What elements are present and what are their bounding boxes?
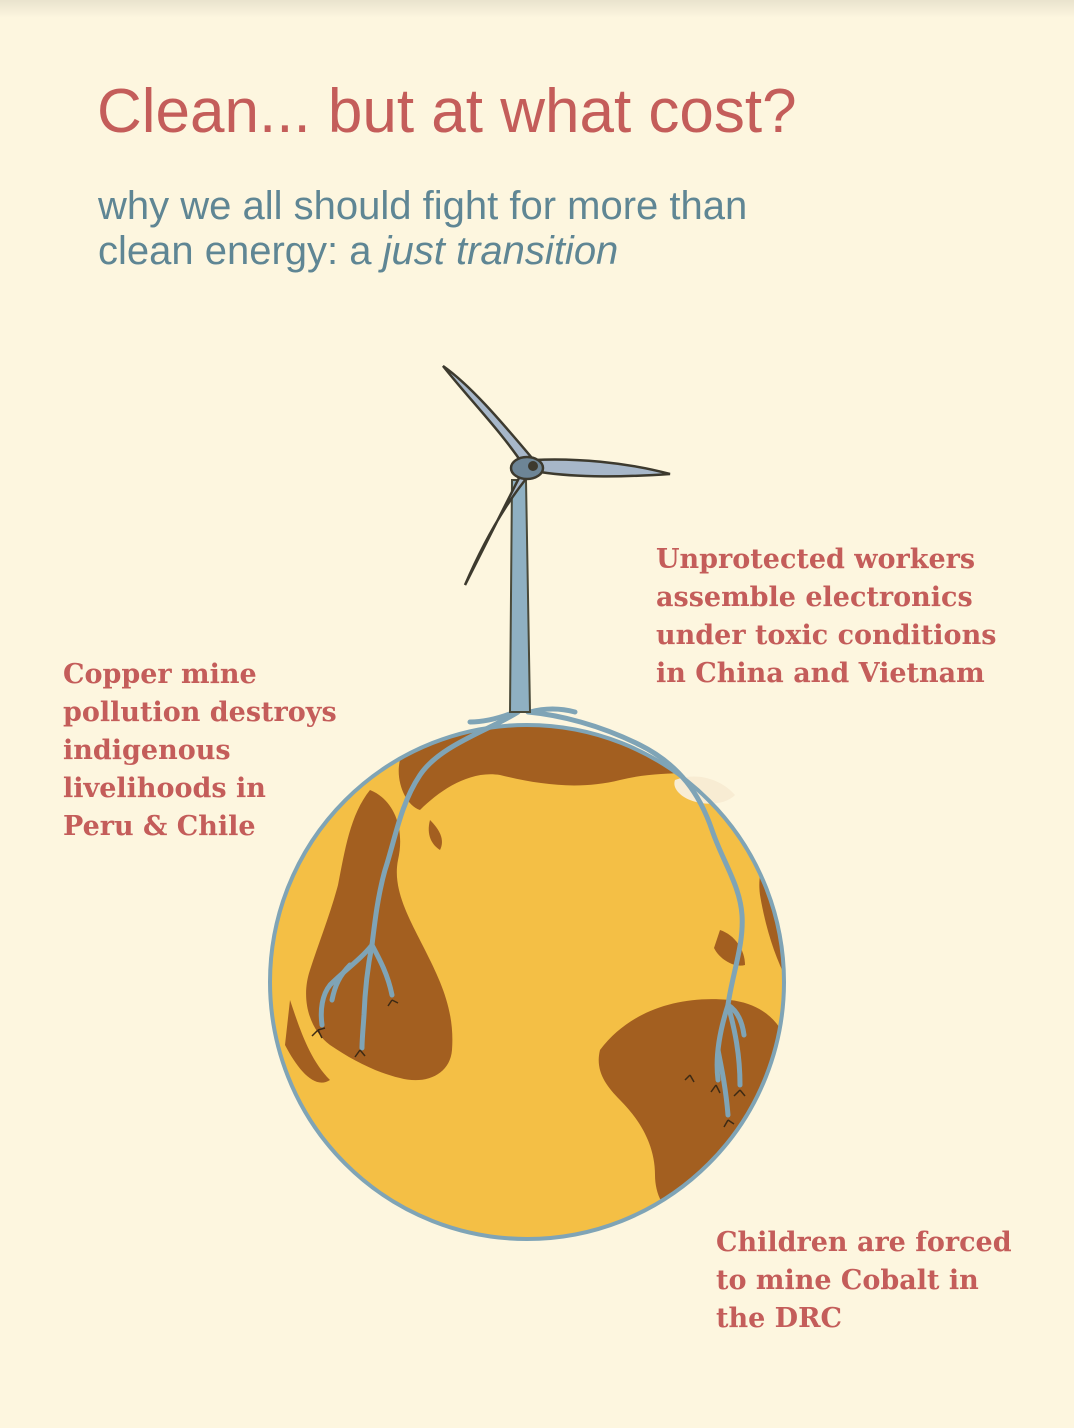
workers-note: Unprotected workers assemble electronics… — [656, 541, 1066, 693]
top-edge-shadow — [0, 0, 1074, 18]
globe-icon — [268, 723, 786, 1241]
note-line: Peru & Chile — [63, 811, 256, 842]
roots-icon — [318, 706, 747, 1118]
note-line: to mine Cobalt in — [716, 1265, 979, 1296]
note-line: in China and Vietnam — [656, 658, 985, 689]
wind-turbine-icon — [442, 364, 671, 713]
subtitle-line-2: clean energy: a just transition — [98, 229, 747, 274]
note-line: Unprotected workers — [656, 544, 976, 575]
note-line: Children are forced — [716, 1227, 1012, 1258]
note-line: under toxic conditions — [656, 620, 997, 651]
note-line: Copper mine — [63, 659, 257, 690]
cobalt-note: Children are forced to mine Cobalt in th… — [716, 1224, 1066, 1338]
page-subtitle: why we all should fight for more than cl… — [98, 184, 747, 274]
page-title: Clean... but at what cost? — [97, 77, 797, 146]
note-line: assemble electronics — [656, 582, 973, 613]
subtitle-line-2-prefix: clean energy: a — [98, 229, 383, 273]
note-line: livelihoods in — [63, 773, 266, 804]
note-line: pollution destroys — [63, 697, 337, 728]
copper-mine-note: Copper mine pollution destroys indigenou… — [63, 656, 383, 846]
crack-marks — [311, 999, 746, 1128]
note-line: indigenous — [63, 735, 231, 766]
note-line: the DRC — [716, 1303, 843, 1334]
subtitle-emphasis: just transition — [382, 229, 619, 273]
subtitle-line-1: why we all should fight for more than — [98, 184, 748, 228]
